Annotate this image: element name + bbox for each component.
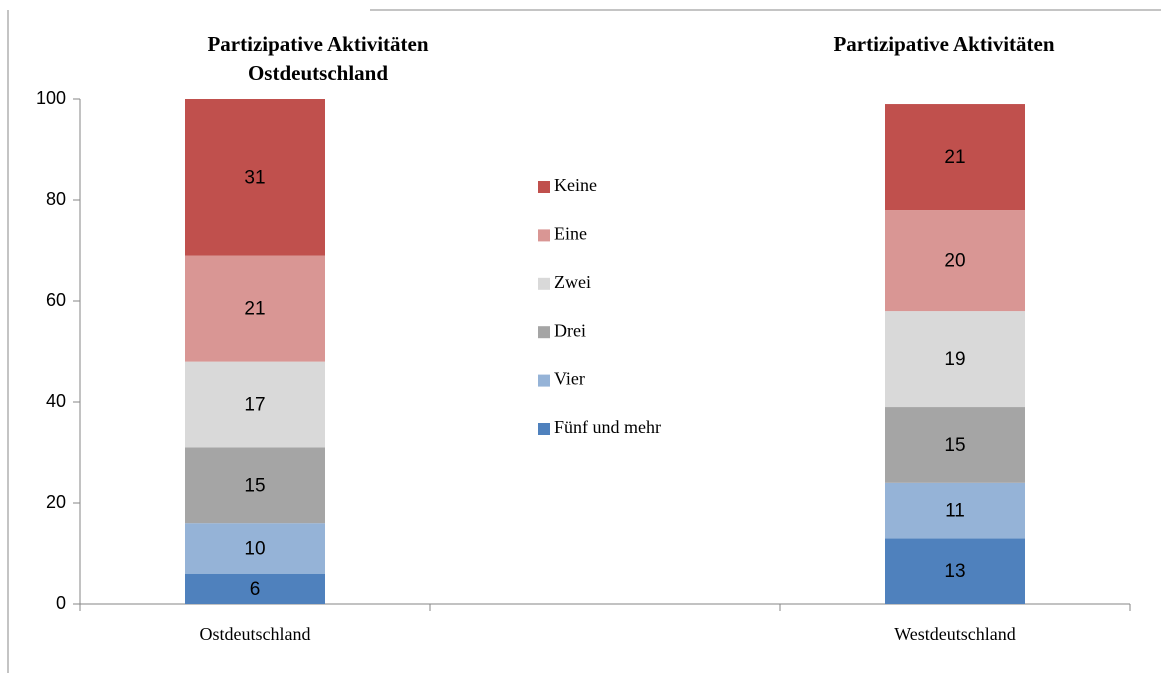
bar-segment: [185, 447, 325, 524]
bar-segment: [885, 407, 1025, 483]
legend-swatch: [538, 326, 550, 339]
bar-segment: [185, 361, 325, 448]
data-label: 11: [945, 501, 965, 522]
legend-label: Fünf und mehr: [554, 417, 661, 437]
legend-swatch: [538, 181, 550, 193]
bar-segment: [885, 482, 1025, 539]
bar-segment: [185, 573, 325, 604]
y-tick-label: 60: [46, 290, 66, 310]
data-label: 13: [944, 561, 965, 582]
legend-label: Keine: [554, 175, 597, 195]
annotation: Ostdeutschland: [248, 61, 388, 85]
data-label: 21: [244, 299, 265, 320]
legend-label: Zwei: [554, 272, 591, 292]
data-label: 10: [244, 538, 265, 559]
annotation: Partizipative Aktivitäten: [833, 32, 1054, 56]
y-tick-label: 80: [46, 189, 66, 209]
data-label: 20: [944, 251, 965, 272]
y-tick-label: 100: [36, 88, 66, 108]
data-label: 17: [244, 395, 265, 416]
bar-segment: [885, 311, 1025, 408]
legend-label: Drei: [554, 320, 586, 340]
y-tick-label: 40: [46, 391, 66, 411]
y-tick-label: 20: [46, 492, 66, 512]
data-label: 15: [244, 475, 265, 496]
bar-segment: [185, 99, 325, 256]
x-tick-label: Ostdeutschland: [200, 624, 311, 644]
data-label: 21: [944, 147, 965, 168]
y-tick-label: 0: [56, 593, 66, 613]
legend-swatch: [538, 277, 550, 290]
bar-segment: [185, 523, 325, 574]
legend-swatch: [538, 423, 550, 435]
legend-label: Vier: [554, 369, 585, 389]
data-label: 31: [244, 167, 265, 188]
bar-segment: [885, 538, 1025, 604]
legend-label: Eine: [554, 224, 587, 244]
annotation: Partizipative Aktivitäten: [207, 32, 428, 56]
data-label: 19: [944, 349, 965, 370]
legend-swatch: [538, 229, 550, 242]
data-label: 6: [250, 579, 261, 600]
x-tick-label: Westdeutschland: [894, 624, 1016, 644]
bar-segment: [885, 210, 1025, 312]
bar-segment: [885, 104, 1025, 211]
data-label: 15: [944, 435, 965, 456]
bar-segment: [185, 255, 325, 362]
legend-swatch: [538, 374, 550, 387]
